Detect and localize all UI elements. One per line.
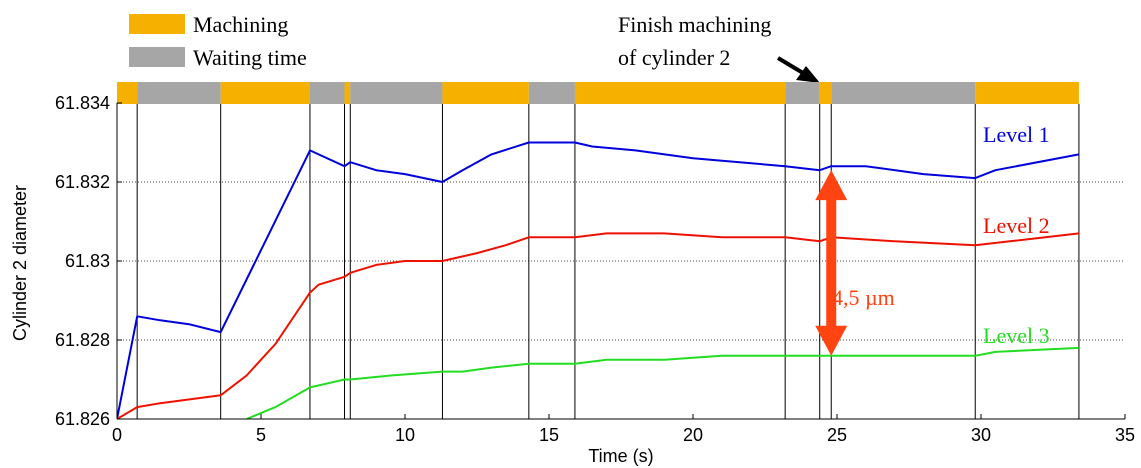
phase-segment-machining (220, 82, 310, 104)
y-tick-label: 61.83 (65, 251, 110, 271)
phase-segment-waiting (137, 82, 221, 104)
x-tick-label: 0 (112, 425, 122, 445)
gridlines (117, 181, 1125, 341)
phase-segment-machining (819, 82, 832, 104)
x-tick-label: 30 (971, 425, 991, 445)
y-tick-label: 61.826 (55, 409, 110, 429)
phase-boundaries (136, 104, 1080, 419)
series-label-level-2: Level 2 (983, 213, 1050, 238)
series-lines (117, 141, 1080, 419)
phase-segment-waiting (785, 82, 820, 104)
series-label-level-1: Level 1 (983, 122, 1050, 147)
finish-annotation-line2: of cylinder 2 (618, 45, 730, 70)
y-tick-label: 61.828 (55, 330, 110, 350)
finish-arrow-icon (776, 56, 820, 83)
series-label-level-3: Level 3 (983, 323, 1050, 348)
phase-segment-machining (344, 82, 351, 104)
x-tick-label: 25 (827, 425, 847, 445)
phase-segment-machining (574, 82, 786, 104)
y-tick-label: 61.832 (55, 172, 110, 192)
phase-segment-machining (442, 82, 529, 104)
phase-segment-waiting (528, 82, 575, 104)
x-tick-label: 20 (683, 425, 703, 445)
dimension-arrow-head-down (815, 325, 848, 356)
x-axis-ticks: 0 5 10 15 20 25 30 35 (112, 414, 1135, 445)
legend-swatch-machining (129, 14, 185, 34)
series-line-level-3 (246, 346, 1079, 419)
x-tick-label: 15 (539, 425, 559, 445)
phase-segment-waiting (350, 82, 443, 104)
x-tick-label: 10 (395, 425, 415, 445)
legend-swatch-waiting-time (129, 47, 185, 67)
y-axis-ticks: 61.826 61.828 61.83 61.832 61.834 (55, 93, 122, 429)
finish-annotation-line1: Finish machining (618, 12, 771, 37)
phase-segment-machining (117, 82, 138, 104)
x-axis-title: Time (s) (588, 446, 653, 466)
phase-segment-machining (975, 82, 1079, 104)
phase-bar (117, 82, 1079, 104)
dimension-arrow-head-up (815, 170, 848, 201)
phase-segment-waiting (831, 82, 976, 104)
dimension-arrow-icon (815, 170, 848, 356)
legend-label-waiting-time: Waiting time (193, 45, 307, 70)
series-line-level-1 (117, 141, 1080, 419)
dimension-label: 4,5 µm (832, 285, 895, 310)
y-tick-label: 61.834 (55, 93, 110, 113)
x-tick-label: 5 (256, 425, 266, 445)
y-axis-title: Cylinder 2 diameter (10, 185, 30, 341)
phase-segment-waiting (309, 82, 345, 104)
legend-label-machining: Machining (193, 12, 288, 37)
x-tick-label: 35 (1115, 425, 1135, 445)
dimension-arrow-shaft (826, 196, 837, 330)
